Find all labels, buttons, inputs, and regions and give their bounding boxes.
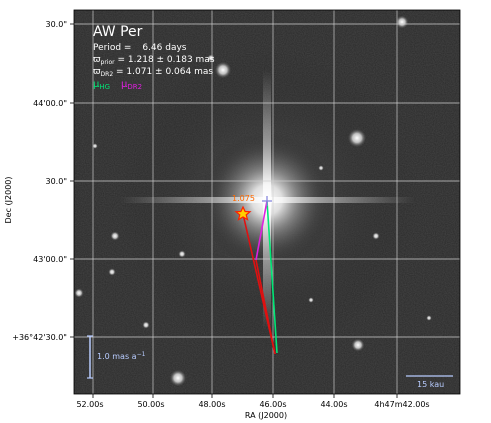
red-track-line <box>255 259 276 355</box>
field-star <box>92 143 98 149</box>
plot-frame <box>73 9 461 395</box>
distance-scale-label: 15 kau <box>417 380 444 389</box>
field-star <box>426 315 432 321</box>
x-tick-label: 44.00s <box>320 400 347 409</box>
dr2-proper-motion-line <box>255 200 268 261</box>
field-star <box>395 15 409 29</box>
parallax-symbol: ϖ <box>93 67 101 77</box>
field-star <box>169 369 187 387</box>
period-line: Period = 6.46 days <box>93 43 187 53</box>
star-name: AW Per <box>93 24 143 40</box>
field-star <box>347 128 367 148</box>
field-star <box>372 232 380 240</box>
x-axis-label: RA (J2000) <box>245 411 287 420</box>
field-star <box>214 61 232 79</box>
parallax-symbol: ϖ <box>93 55 101 65</box>
marker-label: 1.075 <box>232 194 255 203</box>
y-tick-label: +36°42'30.0" <box>12 333 67 342</box>
sky-image: 1.075 AW Per Period = 6.46 days ϖprior =… <box>74 10 460 394</box>
field-star <box>318 165 324 171</box>
y-tick-label: 44'00.0" <box>33 99 67 108</box>
field-star <box>207 54 215 62</box>
period-value: 6.46 days <box>142 43 186 53</box>
pm-scale-exponent: −1 <box>137 351 146 358</box>
parallax-subscript: DR2 <box>101 71 114 78</box>
prior-parallax-line: ϖprior = 1.218 ± 0.183 mas <box>93 55 215 66</box>
y-tick-labels: 30.0" 44'00.0" 30.0" 43'00.0" +36°42'30.… <box>12 20 67 342</box>
dr2-parallax-line: ϖDR2 = 1.071 ± 0.064 mas <box>93 67 213 78</box>
pm-scale-value: 1.0 mas a <box>97 352 137 361</box>
x-tick-label: 46.00s <box>259 400 286 409</box>
dr2-parallax-value: = 1.071 ± 0.064 mas <box>113 67 213 77</box>
x-tick-label: 50.00s <box>137 400 164 409</box>
y-tick-label: 30.0" <box>46 20 68 29</box>
field-star <box>178 250 186 258</box>
y-tick-label: 43'00.0" <box>33 255 67 264</box>
coordinate-grid <box>74 10 460 394</box>
x-tick-label: 52.00s <box>76 400 103 409</box>
period-label: Period = <box>93 43 131 53</box>
mu-symbol: μ <box>93 79 100 90</box>
position-cross-marker <box>262 196 272 206</box>
pm-scale-label: 1.0 mas a−1 <box>97 351 146 361</box>
field-star <box>142 321 150 329</box>
proper-motion-overlay <box>242 200 278 355</box>
field-star <box>108 268 116 276</box>
x-tick-label: 48.00s <box>198 400 225 409</box>
y-axis-label: Dec (J2000) <box>4 177 13 224</box>
x-tick-label: 4h47m42.00s <box>374 400 429 409</box>
field-star <box>110 231 120 241</box>
legend-subscript: DR2 <box>127 83 142 91</box>
prior-parallax-value: = 1.218 ± 0.183 mas <box>115 55 215 65</box>
y-tick-label: 30.0" <box>46 177 68 186</box>
hg-proper-motion-line <box>266 200 278 354</box>
field-star <box>74 288 84 298</box>
field-star <box>351 338 365 352</box>
parallax-subscript: prior <box>101 59 116 66</box>
legend-subscript: HG <box>99 83 110 91</box>
legend-dr2: μDR2 <box>121 79 142 91</box>
mu-symbol: μ <box>121 79 128 90</box>
x-tick-labels: 52.00s 50.00s 48.00s 46.00s 44.00s 4h47m… <box>76 400 429 409</box>
tick-marks <box>70 23 398 398</box>
legend-hg: μHG <box>93 79 110 91</box>
field-star <box>308 297 314 303</box>
star-marker-icon <box>234 205 252 221</box>
